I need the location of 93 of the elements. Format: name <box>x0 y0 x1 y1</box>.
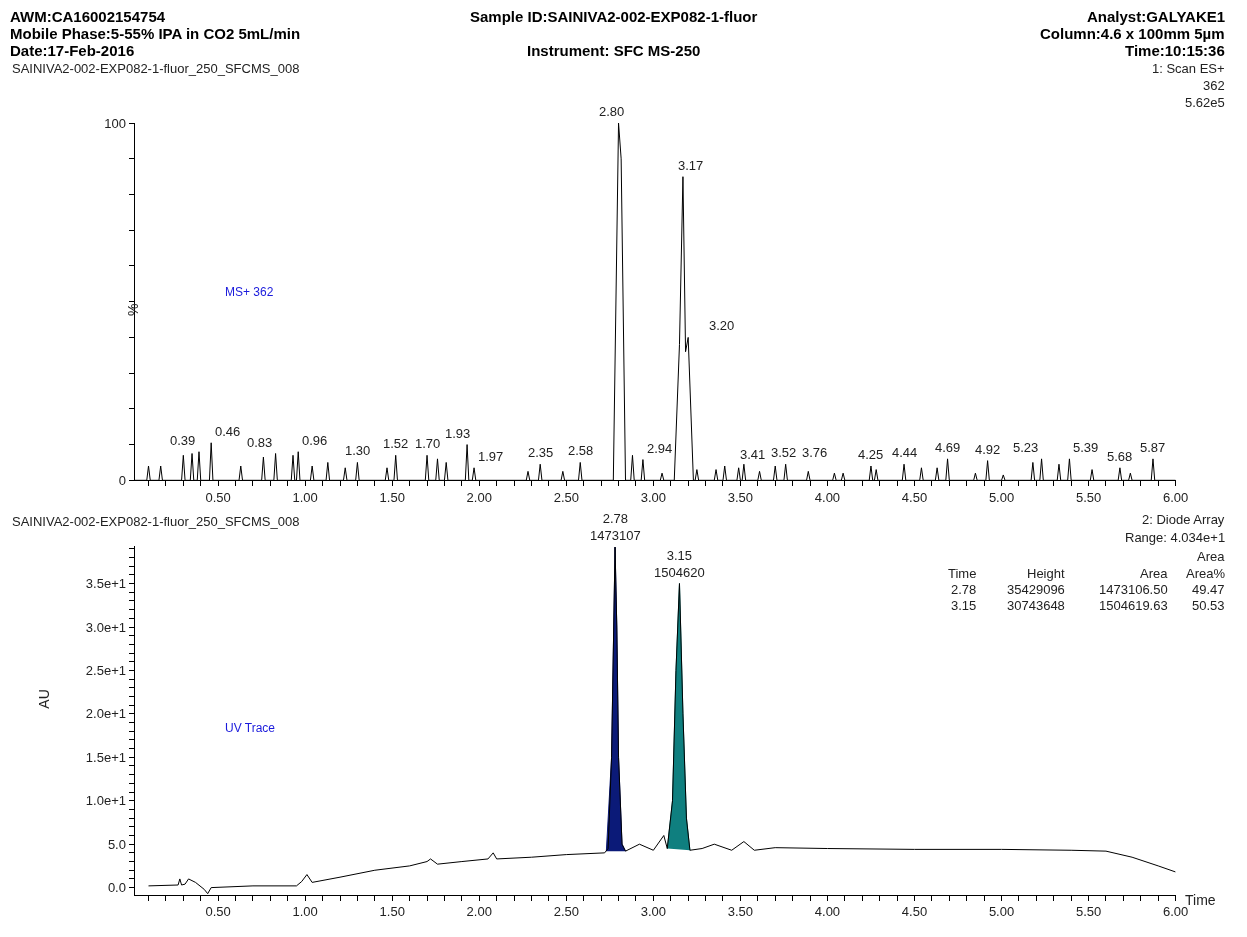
annotation: 3.20 <box>709 318 735 333</box>
text: Date:17-Feb-2016 <box>10 42 135 59</box>
text: 5.62e5 <box>1185 95 1225 110</box>
text: SAINIVA2-002-EXP082-1-fluor_250_SFCMS_008 <box>12 61 300 76</box>
annotation: 3.76 <box>802 445 828 460</box>
text: 2: Diode Array <box>1142 512 1225 527</box>
text: Column:4.6 x 100mm 5µm <box>1040 25 1225 42</box>
annotation: 30743648 <box>1007 598 1065 613</box>
x-tick-label: 2.00 <box>466 489 492 505</box>
text: Instrument: SFC MS-250 <box>527 42 701 59</box>
x-tick-label: 3.00 <box>640 489 667 505</box>
annotation: 1.93 <box>445 426 471 441</box>
annotation: 1.97 <box>478 449 504 464</box>
annotation: Height <box>1027 566 1065 581</box>
annotation: 4.92 <box>975 442 1001 457</box>
annotation: 35429096 <box>1007 582 1065 597</box>
text: 1: Scan ES+ <box>1152 61 1225 76</box>
x-tick-label: 1.00 <box>292 489 318 505</box>
annotation: 2.80 <box>599 104 625 119</box>
text: Area% <box>1186 566 1226 581</box>
text: AWM:CA16002154754 <box>10 8 166 25</box>
annotation: 4.44 <box>892 445 918 460</box>
text: 49.47 <box>1192 582 1225 597</box>
x-tick-label: 3.50 <box>727 904 754 920</box>
annotation: Time <box>948 566 977 581</box>
y-axis-title: AU <box>35 689 52 709</box>
x-tick-label: 2.00 <box>466 904 492 920</box>
text: SAINIVA2-002-EXP082-1-fluor_250_SFCMS_008 <box>12 514 300 529</box>
annotation: 5.87 <box>1140 440 1166 455</box>
text: Analyst:GALYAKE1 <box>1087 8 1226 25</box>
x-tick-label: 4.50 <box>901 904 928 920</box>
x-tick-label: 0.50 <box>205 489 231 505</box>
x-tick-label: 5.50 <box>1075 904 1102 920</box>
y-tick-label: 3.5e+1 <box>85 576 126 592</box>
annotation: 3.17 <box>678 158 704 173</box>
annotation: 3.41 <box>740 447 766 462</box>
annotation: 1473106.50 <box>1099 582 1168 597</box>
y-tick-label: 3.0e+1 <box>85 619 126 635</box>
annotation: 2.94 <box>647 441 673 456</box>
y-tick-label: 1.5e+1 <box>85 749 126 765</box>
x-tick-label: 4.00 <box>814 489 841 505</box>
text: 362 <box>1203 78 1225 93</box>
annotation: 4.25 <box>858 447 884 462</box>
text: 50.53 <box>1192 598 1225 613</box>
y-tick-label: 0 <box>118 472 126 488</box>
annotation: UV Trace <box>225 721 276 735</box>
x-tick-label: 4.50 <box>901 489 928 505</box>
annotation: 1.52 <box>383 436 409 451</box>
x-tick-label: 5.00 <box>988 489 1015 505</box>
annotation: 1.70 <box>415 436 441 451</box>
annotation: Area <box>1140 566 1169 581</box>
chart-title: Sample ID:SAINIVA2-002-EXP082-1-fluor <box>470 8 758 25</box>
x-tick-label: 5.50 <box>1075 489 1102 505</box>
x-tick-label: 4.00 <box>814 904 841 920</box>
y-axis-title: % <box>124 303 141 316</box>
annotation: MS+ 362 <box>225 285 274 299</box>
x-tick-label: 2.50 <box>553 904 579 920</box>
annotation: 5.23 <box>1013 440 1039 455</box>
x-tick-label: 1.50 <box>379 489 405 505</box>
text: Mobile Phase:5-55% IPA in CO2 5mL/min <box>10 25 301 42</box>
annotation: 0.46 <box>215 424 241 439</box>
y-tick-label: 2.5e+1 <box>85 663 126 678</box>
x-tick-label: 1.50 <box>379 904 405 920</box>
x-tick-label: 6.00 <box>1162 489 1189 505</box>
annotation: 2.58 <box>568 443 594 458</box>
annotation: 4.69 <box>935 440 961 455</box>
y-tick-label: 1.0e+1 <box>85 793 126 809</box>
x-tick-label: 3.50 <box>727 489 754 505</box>
annotation: 3.15 <box>951 598 977 613</box>
annotation: 3.52 <box>771 445 797 460</box>
x-tick-label: 2.50 <box>553 489 579 505</box>
annotation: 2.35 <box>528 445 554 460</box>
y-tick-label: 0.0 <box>107 880 126 896</box>
annotation: 1.30 <box>345 443 371 458</box>
annotation: 0.83 <box>247 435 273 450</box>
annotation: 5.68 <box>1107 449 1133 464</box>
annotation: 3.15 1504620 <box>654 548 705 580</box>
annotation: 2.78 1473107 <box>590 511 641 543</box>
text: Time:10:15:36 <box>1125 42 1225 59</box>
text: Range: 4.034e+1 <box>1125 530 1226 545</box>
x-tick-label: 5.00 <box>988 904 1015 920</box>
annotation: 1504619.63 <box>1099 598 1168 613</box>
x-tick-label: 1.00 <box>292 904 318 920</box>
x-tick-label: 3.00 <box>640 904 667 920</box>
y-tick-label: 5.0 <box>107 836 126 852</box>
text: Area <box>1197 549 1226 564</box>
y-tick-label: 100 <box>104 115 126 131</box>
annotation: 5.39 <box>1073 440 1099 455</box>
y-tick-label: 2.0e+1 <box>85 706 126 722</box>
annotation: 0.96 <box>302 433 328 448</box>
x-tick-label: 0.50 <box>205 904 231 920</box>
annotation: 2.78 <box>951 582 977 597</box>
annotation: 0.39 <box>170 433 196 448</box>
